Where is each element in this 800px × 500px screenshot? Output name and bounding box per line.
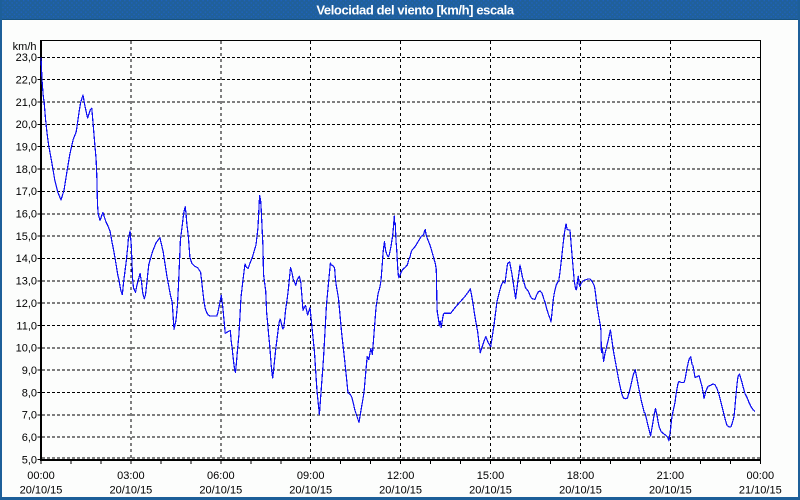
svg-text:21,0: 21,0 [16,97,37,109]
svg-text:00:00: 00:00 [747,470,775,482]
svg-text:12:00: 12:00 [387,470,415,482]
svg-text:km/h: km/h [13,41,37,53]
svg-text:20/10/15: 20/10/15 [199,485,242,497]
svg-text:22,0: 22,0 [16,75,37,87]
svg-text:16,0: 16,0 [16,209,37,221]
svg-text:03:00: 03:00 [117,470,145,482]
svg-text:11,0: 11,0 [16,320,37,332]
svg-text:09:00: 09:00 [297,470,325,482]
svg-text:21:00: 21:00 [657,470,685,482]
svg-text:18:00: 18:00 [567,470,595,482]
svg-text:20/10/15: 20/10/15 [379,485,422,497]
svg-text:15:00: 15:00 [477,470,505,482]
svg-text:21/10/15: 21/10/15 [739,485,782,497]
svg-text:9,0: 9,0 [22,365,37,377]
svg-text:20/10/15: 20/10/15 [469,485,512,497]
svg-text:19,0: 19,0 [16,142,37,154]
svg-text:8,0: 8,0 [22,387,37,399]
svg-text:20/10/15: 20/10/15 [649,485,692,497]
svg-text:18,0: 18,0 [16,164,37,176]
svg-text:20/10/15: 20/10/15 [559,485,602,497]
svg-text:6,0: 6,0 [22,432,37,444]
svg-text:20/10/15: 20/10/15 [20,485,63,497]
svg-text:12,0: 12,0 [16,298,37,310]
svg-text:06:00: 06:00 [207,470,235,482]
svg-text:5,0: 5,0 [22,454,37,466]
svg-text:Velocidad del viento [km/h] es: Velocidad del viento [km/h] escala [316,2,515,17]
svg-text:13,0: 13,0 [16,276,37,288]
svg-text:20/10/15: 20/10/15 [109,485,152,497]
svg-text:23,0: 23,0 [16,52,37,64]
svg-text:20/10/15: 20/10/15 [289,485,332,497]
svg-text:20,0: 20,0 [16,119,37,131]
svg-text:17,0: 17,0 [16,186,37,198]
svg-text:14,0: 14,0 [16,253,37,265]
svg-text:10,0: 10,0 [16,343,37,355]
svg-text:00:00: 00:00 [27,470,55,482]
svg-text:7,0: 7,0 [22,410,37,422]
svg-text:15,0: 15,0 [16,231,37,243]
